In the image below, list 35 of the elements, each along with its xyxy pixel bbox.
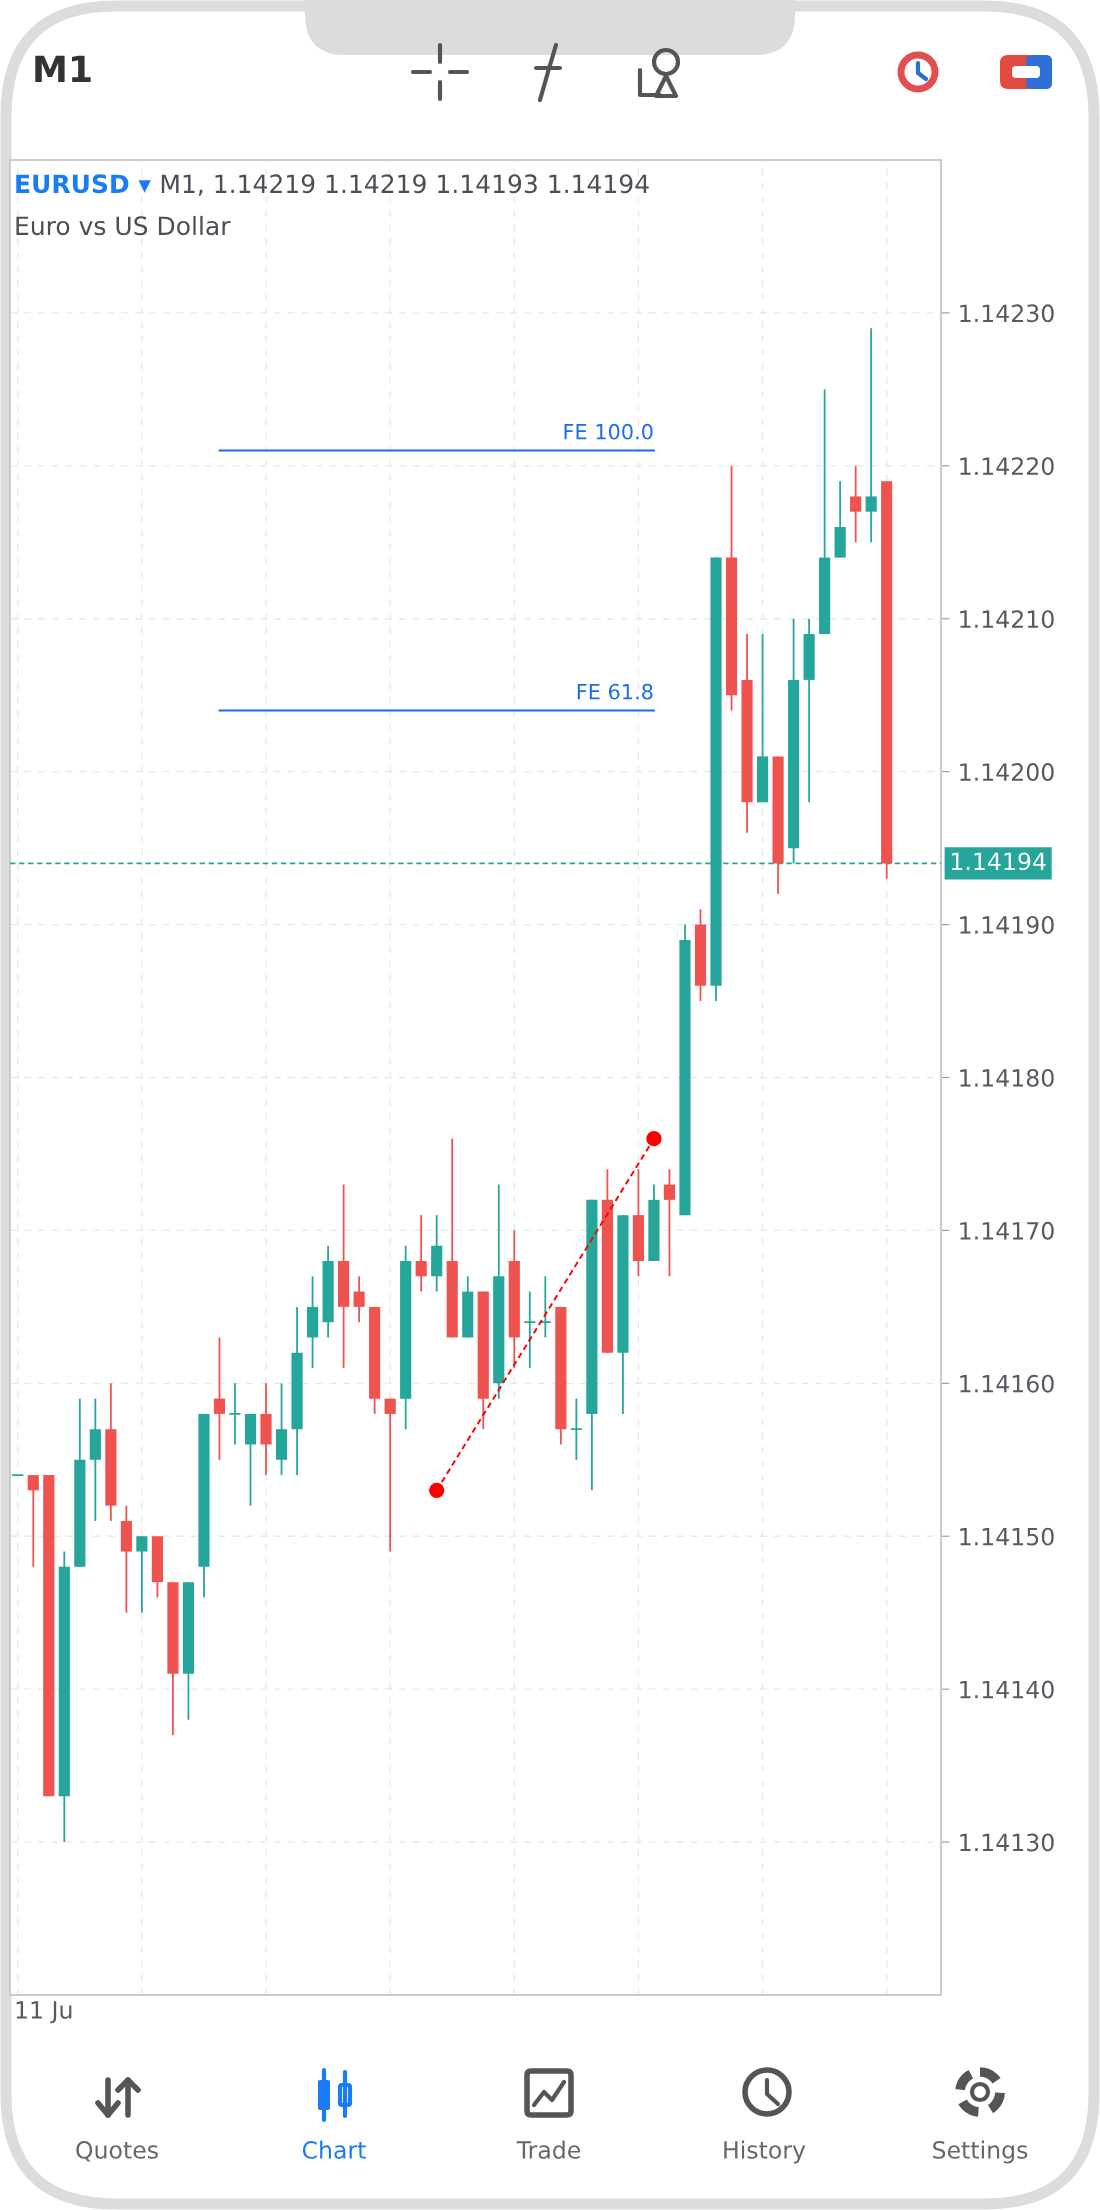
y-tick-label: 1.14150 — [960, 1527, 1054, 1546]
text: Chart — [302, 2140, 366, 2159]
y-tick-label: 1.14210 — [960, 610, 1054, 629]
series-label: FE 100.0 — [564, 423, 653, 440]
candlestick — [353, 1275, 365, 1324]
candlestick — [384, 1397, 396, 1553]
candlestick — [213, 1336, 226, 1461]
text: Euro vs US Dollar — [16, 215, 231, 236]
y-tick-label: 1.14220 — [960, 457, 1054, 476]
y-tick-label: 1.14230 — [960, 304, 1054, 323]
candlestick — [865, 327, 877, 544]
candlestick — [136, 1535, 148, 1614]
y-tick-label: 1.14130 — [960, 1833, 1054, 1852]
candlestick — [228, 1382, 242, 1446]
candlestick — [523, 1290, 537, 1369]
series-label: FE 61.8 — [577, 683, 653, 700]
y-tick-label: 1.14140 — [960, 1680, 1054, 1699]
text: History — [724, 2140, 806, 2164]
candlestick — [569, 1397, 583, 1461]
y-tick-label: 1.14160 — [960, 1374, 1054, 1393]
candlestick — [27, 1474, 39, 1568]
candlestick — [663, 1168, 676, 1278]
text: EURUSD ▾ M1, 1.14219 1.14219 1.14193 1.14194 — [16, 174, 649, 196]
text: M1 — [35, 55, 91, 82]
y-tick-label: 1.14180 — [960, 1068, 1054, 1087]
text: Quotes — [76, 2140, 158, 2162]
text: Trade — [516, 2140, 581, 2159]
y-tick-label: 1.14190 — [960, 916, 1054, 934]
text: 11 Ju — [16, 2001, 72, 2024]
text: Settings — [933, 2140, 1028, 2164]
y-tick-label: 1.14170 — [960, 1221, 1054, 1240]
candlestick — [850, 464, 862, 544]
candlestick — [415, 1214, 427, 1293]
ref-line-label: 1.14194 — [951, 852, 1046, 871]
y-tick-label: 1.14200 — [960, 763, 1054, 781]
